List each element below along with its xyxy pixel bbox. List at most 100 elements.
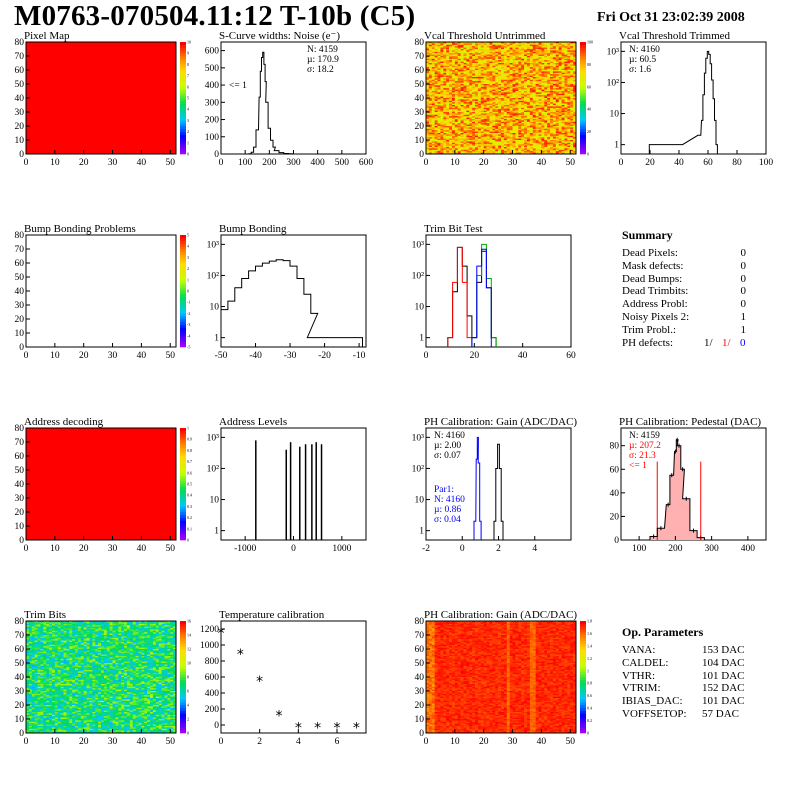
plot-title: Bump Bonding Problems bbox=[24, 223, 136, 235]
y-tick-label: 10 bbox=[210, 496, 220, 506]
plot-svg: Trim Bits0246810121416010203040506070800… bbox=[8, 609, 204, 802]
op-parameter-label: VTHR: bbox=[622, 670, 655, 682]
palette-tick-label: 9 bbox=[187, 51, 189, 56]
palette-tick-label: 20 bbox=[587, 129, 591, 134]
y-tick-label: 10³ bbox=[412, 433, 425, 443]
palette-tick-label: 0.4 bbox=[587, 706, 592, 711]
op-parameter-row: VTRIM:152 DAC bbox=[622, 682, 752, 695]
plot-title: Vcal Threshold Trimmed bbox=[619, 30, 731, 42]
y-tick-label: 600 bbox=[205, 47, 220, 57]
y-tick-label: 40 bbox=[15, 94, 25, 104]
y-tick-label: 40 bbox=[15, 480, 25, 490]
stats-line: µ: 170.9 bbox=[307, 55, 339, 65]
summary-value: 0 bbox=[741, 260, 747, 272]
x-tick-label: 50 bbox=[565, 158, 575, 168]
y-tick-label: 10 bbox=[210, 303, 220, 313]
plot-title: PH Calibration: Gain (ADC/DAC) bbox=[424, 416, 577, 428]
op-parameter-label: VANA: bbox=[622, 644, 655, 656]
palette-tick-label: 1.2 bbox=[587, 656, 592, 661]
stats-line: σ: 1.6 bbox=[629, 65, 651, 75]
y-tick-label: 50 bbox=[15, 80, 25, 90]
y-tick-label: 70 bbox=[15, 245, 25, 255]
x-tick-label: 20 bbox=[645, 158, 655, 168]
stats-line: σ: 18.2 bbox=[307, 65, 334, 75]
op-parameter-value: 101 DAC bbox=[702, 695, 744, 707]
y-tick-label: 1 bbox=[214, 334, 219, 344]
y-tick-label: 60 bbox=[415, 645, 425, 655]
palette-tick-label: 5 bbox=[187, 96, 189, 101]
x-tick-label: 4 bbox=[296, 737, 301, 747]
timestamp: Fri Oct 31 23:02:39 2008 bbox=[597, 10, 745, 26]
histogram-line bbox=[221, 260, 363, 347]
data-point: * bbox=[314, 720, 321, 736]
y-tick-label: 70 bbox=[415, 52, 425, 62]
plot-title: Vcal Threshold Untrimmed bbox=[424, 30, 546, 42]
histogram-series bbox=[448, 247, 472, 347]
palette-tick-label: 0.9 bbox=[187, 437, 192, 442]
palette-tick-label: -1 bbox=[187, 300, 190, 305]
y-tick-label: 70 bbox=[15, 52, 25, 62]
summary-row: Address Probl:0 bbox=[622, 298, 746, 311]
y-tick-label: 400 bbox=[205, 689, 220, 699]
palette-tick-label: 12 bbox=[187, 647, 191, 652]
palette-tick-label: 4 bbox=[187, 107, 189, 112]
y-tick-label: 10² bbox=[207, 464, 220, 474]
x-tick-label: 40 bbox=[137, 351, 147, 361]
summary-value: 1 bbox=[741, 311, 747, 323]
palette-tick-label: 6 bbox=[187, 689, 189, 694]
x-tick-label: 0 bbox=[24, 158, 29, 168]
chart-marks bbox=[649, 51, 717, 154]
y-tick-label: 80 bbox=[15, 617, 25, 627]
y-tick-label: 40 bbox=[415, 94, 425, 104]
stats-line-par1: µ: 0.86 bbox=[434, 505, 461, 515]
x-tick-label: 30 bbox=[508, 158, 518, 168]
op-parameter-label: IBIAS_DAC: bbox=[622, 695, 683, 707]
plot-title: Temperature calibration bbox=[219, 609, 325, 621]
stats-line-par1: N: 4160 bbox=[434, 495, 465, 505]
y-tick-label: 50 bbox=[415, 80, 425, 90]
plot-title: Pixel Map bbox=[24, 30, 70, 42]
x-tick-label: 30 bbox=[108, 158, 118, 168]
heatmap-fill bbox=[26, 428, 176, 540]
palette-tick-label: 2 bbox=[187, 717, 189, 722]
summary-label: Trim Probl.: bbox=[622, 324, 676, 336]
x-tick-label: 60 bbox=[703, 158, 713, 168]
x-tick-label: 10 bbox=[50, 544, 60, 554]
summary-row: Dead Trimbits:0 bbox=[622, 285, 746, 298]
palette-tick-label: 0.8 bbox=[187, 448, 192, 453]
x-tick-label: 30 bbox=[108, 737, 118, 747]
x-tick-label: 600 bbox=[359, 158, 374, 168]
color-palette bbox=[580, 42, 586, 154]
palette-tick-label: 2 bbox=[187, 266, 189, 271]
y-tick-label: 60 bbox=[415, 66, 425, 76]
x-tick-label: 0 bbox=[24, 544, 29, 554]
y-tick-label: 60 bbox=[15, 452, 25, 462]
x-tick-label: 30 bbox=[108, 544, 118, 554]
x-tick-label: 200 bbox=[262, 158, 277, 168]
histogram-series bbox=[494, 444, 503, 540]
x-tick-label: 2 bbox=[496, 544, 501, 554]
plot-title: Bump Bonding bbox=[219, 223, 287, 235]
plot-title: Address decoding bbox=[24, 416, 104, 428]
y-tick-label: 10² bbox=[607, 78, 620, 88]
palette-tick-label: 1.6 bbox=[587, 631, 592, 636]
y-tick-label: 40 bbox=[610, 489, 620, 499]
y-tick-label: 1 bbox=[419, 334, 424, 344]
summary-label: Dead Pixels: bbox=[622, 247, 678, 259]
x-tick-label: 0 bbox=[424, 158, 429, 168]
summary-label: Address Probl: bbox=[622, 298, 688, 310]
y-tick-label: 600 bbox=[205, 673, 220, 683]
x-tick-label: 40 bbox=[137, 737, 147, 747]
palette-tick-label: 0.1 bbox=[187, 526, 192, 531]
color-palette bbox=[180, 621, 186, 733]
plot-frame bbox=[221, 621, 366, 733]
